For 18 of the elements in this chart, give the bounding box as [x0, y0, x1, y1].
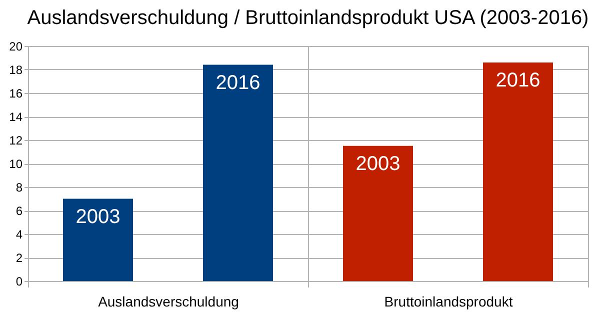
y-tick-label: 14 — [9, 110, 23, 124]
y-tick-label: 8 — [16, 180, 23, 194]
x-tick-label: Auslandsverschuldung — [98, 294, 239, 310]
y-tick-label: 2 — [16, 251, 23, 265]
y-tick-label: 0 — [16, 274, 23, 288]
y-tick-label: 10 — [9, 157, 23, 171]
text: 2016 — [496, 69, 540, 92]
y-tick-label: 20 — [9, 40, 23, 54]
series-label: 2016 — [216, 72, 260, 94]
chart-title: Auslandsverschuldung / Bruttoinlandsprodukt USA (2003-2016) — [27, 7, 589, 29]
y-tick-label: 4 — [16, 228, 23, 242]
text: 2003 — [356, 152, 400, 175]
x-tick-label: Bruttoinlandsprodukt — [384, 294, 513, 310]
series-label: 2003 — [76, 206, 120, 228]
y-tick-label: 18 — [9, 63, 23, 77]
y-tick-label: 12 — [9, 134, 23, 148]
y-tick-label: 6 — [16, 204, 23, 218]
y-tick-label: 16 — [9, 86, 23, 100]
